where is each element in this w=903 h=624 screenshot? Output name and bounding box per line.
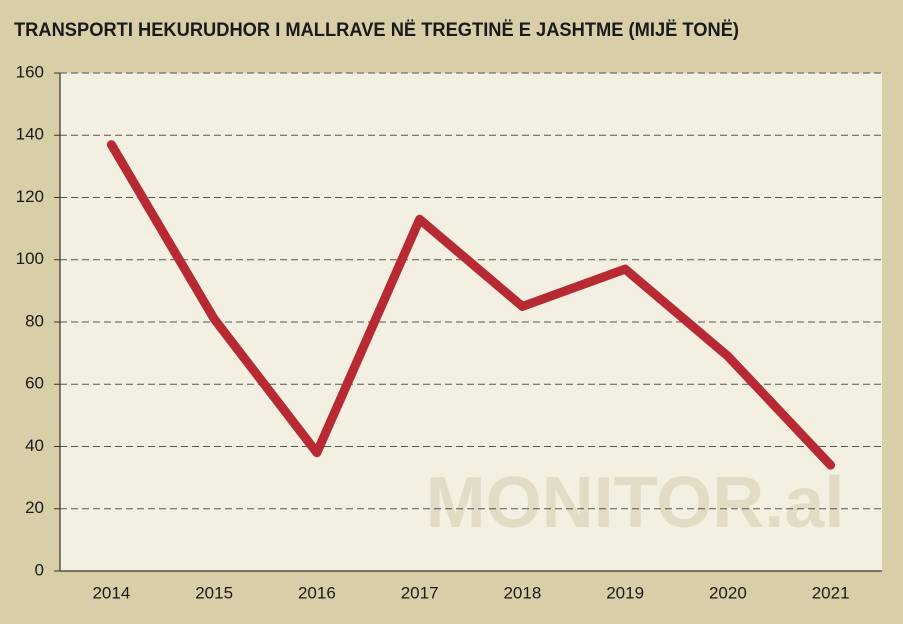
x-tick-label: 2015	[195, 583, 233, 602]
x-tick-label: 2018	[503, 583, 541, 602]
watermark: MONITOR.al	[426, 463, 845, 543]
x-tick-label: 2014	[92, 583, 130, 602]
y-tick-label: 140	[16, 125, 44, 144]
y-tick-label: 100	[16, 249, 44, 268]
chart-title: TRANSPORTI HEKURUDHOR I MALLRAVE NË TREG…	[14, 20, 739, 41]
y-tick-label: 20	[25, 498, 44, 517]
x-tick-label: 2017	[401, 583, 439, 602]
data-line	[106, 140, 836, 470]
x-tick-label: 2021	[812, 583, 850, 602]
y-tick-label: 40	[25, 436, 44, 455]
y-tick-label: 120	[16, 187, 44, 206]
y-tick-label: 60	[25, 374, 44, 393]
y-tick-label: 160	[16, 62, 44, 81]
x-tick-label: 2020	[709, 583, 747, 602]
y-tick-label: 0	[35, 560, 44, 579]
x-tick-label: 2016	[298, 583, 336, 602]
y-tick-label: 80	[25, 311, 44, 330]
x-tick-label: 2019	[606, 583, 644, 602]
